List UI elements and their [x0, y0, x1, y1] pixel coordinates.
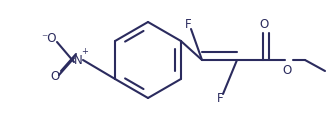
Text: O: O	[50, 71, 60, 83]
Text: O: O	[259, 19, 269, 31]
Text: F: F	[217, 92, 223, 106]
Text: ⁻O: ⁻O	[41, 33, 57, 45]
Text: N: N	[74, 53, 82, 67]
Text: +: +	[81, 48, 88, 57]
Text: F: F	[185, 19, 191, 31]
Text: O: O	[282, 64, 292, 76]
